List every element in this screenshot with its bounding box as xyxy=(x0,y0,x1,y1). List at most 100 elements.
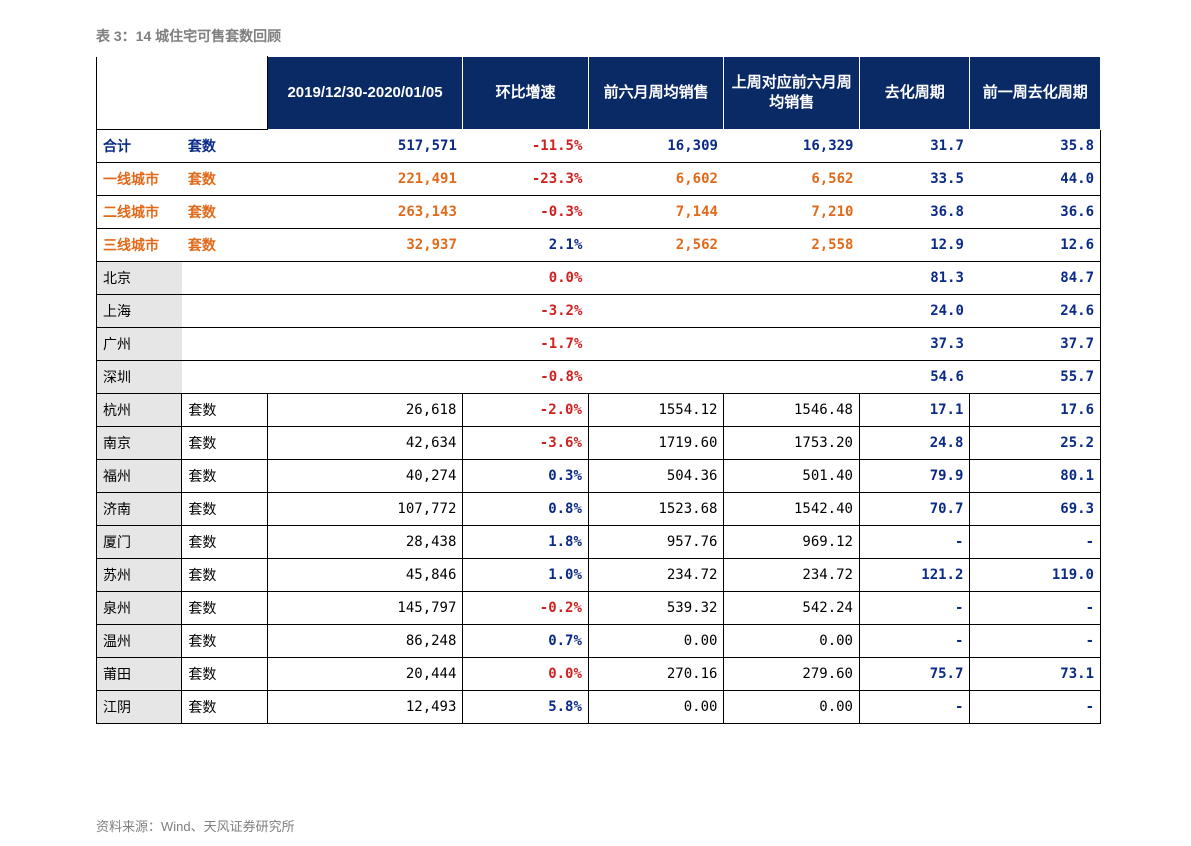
cell-a: 270.16 xyxy=(588,658,724,691)
top-city-row: 北京0.0%81.384.7 xyxy=(97,262,1101,295)
cell-b: 2,558 xyxy=(724,229,860,262)
row-unit: 套数 xyxy=(182,592,267,625)
cell-c: 12.9 xyxy=(859,229,969,262)
cell-d: - xyxy=(970,691,1101,724)
cell-growth: 0.0% xyxy=(463,658,589,691)
row-unit: 套数 xyxy=(182,163,267,196)
summary-row: 三线城市套数32,9372.1%2,5622,55812.912.6 xyxy=(97,229,1101,262)
cell-d: 25.2 xyxy=(970,427,1101,460)
cell-b: 501.40 xyxy=(724,460,860,493)
row-unit xyxy=(182,361,267,394)
cell-d: 55.7 xyxy=(970,361,1101,394)
row-name: 厦门 xyxy=(97,526,182,559)
cell-growth: -0.8% xyxy=(463,361,589,394)
cell-a: 16,309 xyxy=(588,130,724,163)
city-row: 江阴套数12,4935.8%0.000.00-- xyxy=(97,691,1101,724)
cell-d: 80.1 xyxy=(970,460,1101,493)
cell-d: 37.7 xyxy=(970,328,1101,361)
cell-value: 42,634 xyxy=(267,427,463,460)
cell-growth: 0.0% xyxy=(463,262,589,295)
row-name: 上海 xyxy=(97,295,182,328)
row-name: 广州 xyxy=(97,328,182,361)
cell-value: 26,618 xyxy=(267,394,463,427)
cell-d: 119.0 xyxy=(970,559,1101,592)
cell-growth: 0.8% xyxy=(463,493,589,526)
cell-d: 12.6 xyxy=(970,229,1101,262)
cell-a: 957.76 xyxy=(588,526,724,559)
row-unit: 套数 xyxy=(182,460,267,493)
cell-value: 40,274 xyxy=(267,460,463,493)
top-city-row: 深圳-0.8%54.655.7 xyxy=(97,361,1101,394)
cell-growth: 1.0% xyxy=(463,559,589,592)
cell-c: 17.1 xyxy=(859,394,969,427)
table-title: 表 3：14 城住宅可售套数回顾 xyxy=(96,26,1101,46)
row-unit: 套数 xyxy=(182,691,267,724)
cell-a: 1719.60 xyxy=(588,427,724,460)
cell-c: - xyxy=(859,526,969,559)
cell-a: 0.00 xyxy=(588,625,724,658)
cell-d: 84.7 xyxy=(970,262,1101,295)
row-name: 二线城市 xyxy=(97,196,182,229)
cell-value: 28,438 xyxy=(267,526,463,559)
cell-c: 70.7 xyxy=(859,493,969,526)
data-source: 资料来源：Wind、天风证券研究所 xyxy=(96,816,1101,835)
row-name: 济南 xyxy=(97,493,182,526)
row-unit: 套数 xyxy=(182,427,267,460)
cell-c: 75.7 xyxy=(859,658,969,691)
cell-b xyxy=(724,295,860,328)
cell-value: 517,571 xyxy=(267,130,463,163)
cell-a xyxy=(588,361,724,394)
city-row: 济南套数107,7720.8%1523.681542.4070.769.3 xyxy=(97,493,1101,526)
cell-a: 539.32 xyxy=(588,592,724,625)
cell-growth: 0.3% xyxy=(463,460,589,493)
cell-growth: -11.5% xyxy=(463,130,589,163)
cell-b: 969.12 xyxy=(724,526,860,559)
cell-a: 1523.68 xyxy=(588,493,724,526)
row-unit: 套数 xyxy=(182,394,267,427)
cell-value: 45,846 xyxy=(267,559,463,592)
city-row: 南京套数42,634-3.6%1719.601753.2024.825.2 xyxy=(97,427,1101,460)
header-row: 2019/12/30-2020/01/05 环比增速 前六月周均销售 上周对应前… xyxy=(97,57,1101,130)
cell-value: 12,493 xyxy=(267,691,463,724)
header-growth: 环比增速 xyxy=(463,57,589,130)
cell-d: - xyxy=(970,526,1101,559)
city-row: 苏州套数45,8461.0%234.72234.72121.2119.0 xyxy=(97,559,1101,592)
cell-a: 7,144 xyxy=(588,196,724,229)
row-unit xyxy=(182,328,267,361)
cell-d: 17.6 xyxy=(970,394,1101,427)
cell-growth: -0.3% xyxy=(463,196,589,229)
cell-d: 73.1 xyxy=(970,658,1101,691)
row-unit: 套数 xyxy=(182,196,267,229)
cell-d: - xyxy=(970,625,1101,658)
row-name: 南京 xyxy=(97,427,182,460)
cell-b: 1546.48 xyxy=(724,394,860,427)
cell-a: 504.36 xyxy=(588,460,724,493)
cell-c: - xyxy=(859,592,969,625)
cell-a: 2,562 xyxy=(588,229,724,262)
row-unit: 套数 xyxy=(182,493,267,526)
cell-b: 542.24 xyxy=(724,592,860,625)
cell-d: 36.6 xyxy=(970,196,1101,229)
cell-c: 79.9 xyxy=(859,460,969,493)
cell-growth: -3.6% xyxy=(463,427,589,460)
cell-growth: -0.2% xyxy=(463,592,589,625)
cell-value: 221,491 xyxy=(267,163,463,196)
row-name: 苏州 xyxy=(97,559,182,592)
cell-growth: 2.1% xyxy=(463,229,589,262)
header-empty xyxy=(97,57,268,130)
row-unit: 套数 xyxy=(182,130,267,163)
cell-d: 44.0 xyxy=(970,163,1101,196)
cell-a: 234.72 xyxy=(588,559,724,592)
cell-b xyxy=(724,328,860,361)
cell-b: 1753.20 xyxy=(724,427,860,460)
cell-b: 6,562 xyxy=(724,163,860,196)
cell-c: 121.2 xyxy=(859,559,969,592)
cell-c: 33.5 xyxy=(859,163,969,196)
row-name: 一线城市 xyxy=(97,163,182,196)
summary-row: 一线城市套数221,491-23.3%6,6026,56233.544.0 xyxy=(97,163,1101,196)
row-unit: 套数 xyxy=(182,658,267,691)
cell-value xyxy=(267,361,463,394)
cell-growth: -23.3% xyxy=(463,163,589,196)
cell-b: 279.60 xyxy=(724,658,860,691)
cell-value xyxy=(267,328,463,361)
